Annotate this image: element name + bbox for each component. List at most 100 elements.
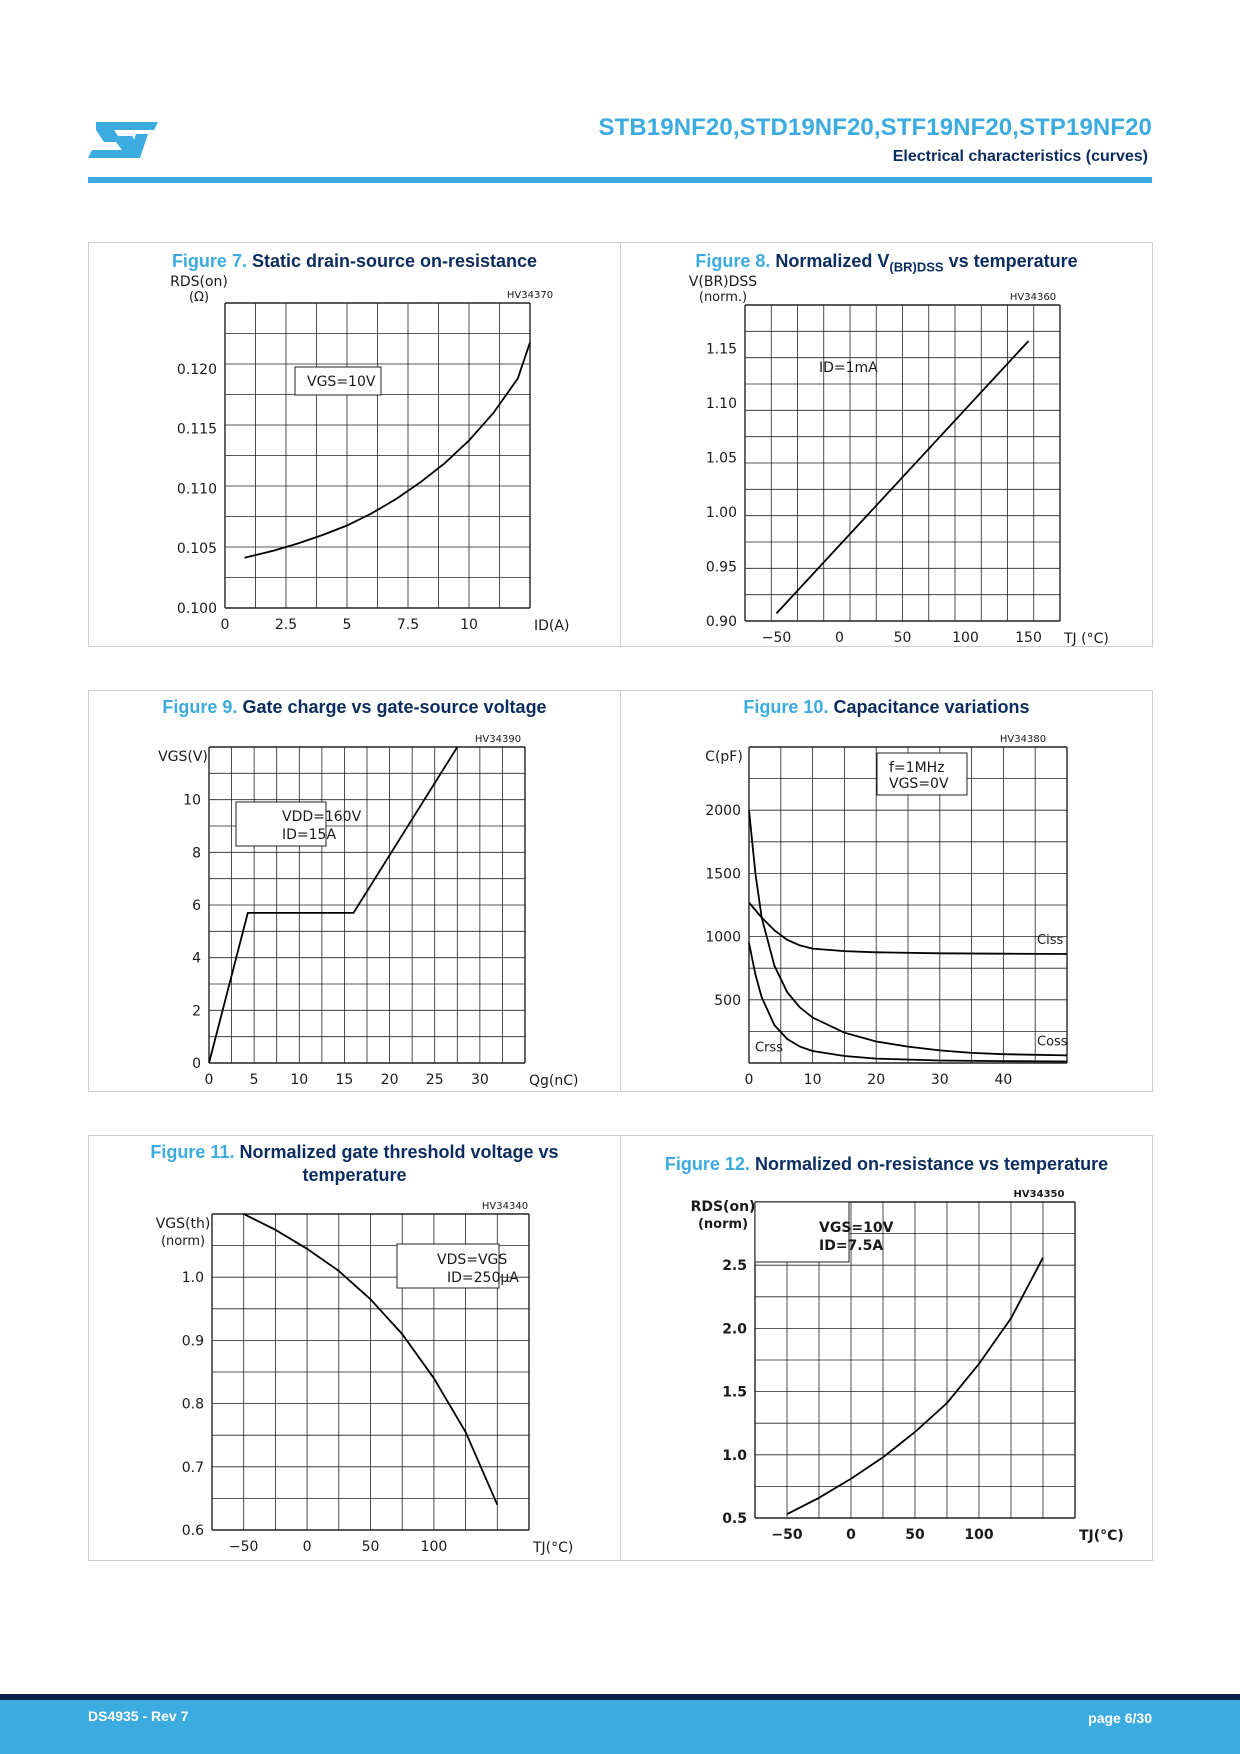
y-tick-label: 0.115 — [177, 422, 217, 438]
y-tick-label: 10 — [183, 793, 201, 809]
y-tick-label: 500 — [714, 993, 741, 1009]
y-axis-label: V(BR)DSS — [689, 274, 758, 290]
series-label: Coss — [1037, 1034, 1068, 1049]
x-tick-label: 100 — [952, 630, 979, 646]
figure-title: Static drain-source on-resistance — [251, 251, 538, 271]
y-tick-label: 0.110 — [177, 481, 217, 497]
x-tick-label: 0 — [835, 630, 844, 646]
x-tick-label: −50 — [229, 1539, 259, 1555]
figure-code: HV34360 — [1010, 292, 1056, 303]
figure-number: Figure 10. — [743, 697, 829, 717]
figure-12-panel: Figure 12. Normalized on-resistance vs t… — [620, 1135, 1153, 1561]
y-tick-label: 0.105 — [177, 541, 217, 557]
page-number: page 6/30 — [1088, 1710, 1152, 1726]
st-logo — [88, 122, 158, 158]
footer-rule — [0, 1694, 1240, 1700]
figure-7-caption: Figure 7. Static drain-source on-resista… — [89, 250, 620, 273]
figure-title-suffix: vs temperature — [943, 251, 1078, 271]
figure-number: Figure 12. — [664, 1154, 750, 1174]
y-tick-label: 0.5 — [722, 1511, 747, 1527]
y-tick-label: 0.95 — [706, 560, 737, 576]
header-rule — [88, 177, 1152, 183]
annotation-box — [396, 1243, 500, 1289]
y-axis-unit: (norm) — [698, 1217, 748, 1232]
x-tick-label: 150 — [1015, 630, 1042, 646]
y-axis-label: C(pF) — [705, 749, 743, 765]
figure-title: Normalized V — [775, 251, 890, 271]
annotation-text: VGS=10V — [307, 374, 376, 390]
figure-number: Figure 7. — [171, 251, 247, 271]
y-tick-label: 1.0 — [182, 1270, 204, 1286]
chart-fig9: 0 5 10 15 20 25 30 0 2 4 6 8 10 VGS(V) Qg(nC) HV34390 VD… — [158, 734, 578, 1089]
figure-12-caption: Figure 12. Normalized on-resistance vs t… — [621, 1153, 1152, 1176]
y-tick-label: 2 — [192, 1003, 201, 1019]
annotation-box — [294, 366, 382, 396]
x-tick-label: 50 — [362, 1539, 380, 1555]
figure-title: Normalized on-resistance vs temperature — [754, 1154, 1109, 1174]
annotation-text: f=1MHz — [889, 760, 945, 776]
figure-11-panel: Figure 11. Normalized gate threshold vol… — [88, 1135, 621, 1561]
series-label: Ciss — [1037, 933, 1063, 948]
y-tick-label: 0.90 — [706, 614, 737, 630]
chart-fig10: 0 10 20 30 40 500 1000 1500 2000 C(pF) HV34380 f=1M… — [705, 734, 1068, 1088]
series-line — [748, 810, 1068, 1057]
y-axis-label: RDS(on) — [691, 1199, 756, 1215]
figure-7-panel: Figure 7. Static drain-source on-resista… — [88, 242, 621, 647]
x-tick-label: 7.5 — [397, 617, 419, 633]
x-tick-label: 2.5 — [275, 617, 297, 633]
annotation-text: VGS=10V — [819, 1220, 894, 1236]
document-title: STB19NF20,STD19NF20,STF19NF20,STP19NF20 — [598, 114, 1152, 141]
x-tick-label: 20 — [867, 1072, 885, 1088]
figure-11-caption: Figure 11. Normalized gate threshold vol… — [89, 1141, 620, 1187]
annotation-text: VDS=VGS — [437, 1252, 507, 1268]
annotation-text: ID=15A — [282, 827, 336, 843]
x-tick-label: 0 — [205, 1072, 214, 1088]
figure-8-panel: Figure 8. Normalized V(BR)DSS vs tempera… — [620, 242, 1153, 647]
x-tick-label: 100 — [964, 1527, 993, 1543]
x-tick-label: 0 — [221, 617, 230, 633]
y-axis-unit: (norm.) — [699, 290, 747, 305]
y-tick-label: 2.5 — [722, 1258, 747, 1274]
y-tick-label: 1.00 — [706, 505, 737, 521]
y-axis-unit: (norm) — [161, 1234, 205, 1249]
figure-9-panel: Figure 9. Gate charge vs gate-source vol… — [88, 690, 621, 1092]
y-tick-label: 8 — [192, 845, 201, 861]
x-tick-label: 5 — [343, 617, 352, 633]
x-tick-label: 10 — [804, 1072, 822, 1088]
figure-code: HV34350 — [1014, 1189, 1065, 1200]
annotation-box — [876, 752, 968, 796]
figure-title-subscript: (BR)DSS — [889, 259, 944, 275]
footer-bar — [0, 1700, 1240, 1754]
section-title: Electrical characteristics (curves) — [892, 148, 1148, 165]
series-line — [208, 746, 459, 1064]
chart-fig7: 0 2.5 5 7.5 10 0.100 0.105 0.110 0.115 0.120 RDS(o… — [170, 274, 569, 634]
y-tick-label: 1000 — [705, 930, 741, 946]
x-tick-label: −50 — [762, 630, 792, 646]
annotation-text: VGS=0V — [889, 776, 949, 792]
figure-code: HV34340 — [482, 1201, 528, 1212]
x-tick-label: 30 — [471, 1072, 489, 1088]
y-tick-label: 1500 — [705, 866, 741, 882]
figure-10-panel: Figure 10. Capacitance variations 0 10 20 3… — [620, 690, 1153, 1092]
figure-number: Figure 9. — [162, 697, 238, 717]
x-tick-label: 10 — [460, 617, 478, 633]
x-axis-label: TJ(°C) — [532, 1540, 573, 1556]
figure-10-caption: Figure 10. Capacitance variations — [621, 696, 1152, 719]
y-tick-label: 1.15 — [706, 342, 737, 358]
y-tick-label: 1.10 — [706, 396, 737, 412]
y-tick-label: 0.8 — [182, 1397, 204, 1413]
x-tick-label: 50 — [905, 1527, 925, 1543]
figure-number: Figure 11. — [150, 1142, 235, 1162]
y-axis-label: VGS(V) — [158, 749, 208, 765]
y-tick-label: 0.9 — [182, 1333, 204, 1349]
x-tick-label: −50 — [771, 1527, 802, 1543]
y-axis-unit: (Ω) — [189, 290, 209, 305]
figure-9-caption: Figure 9. Gate charge vs gate-source vol… — [89, 696, 620, 719]
y-tick-label: 2000 — [705, 803, 741, 819]
x-tick-label: 10 — [290, 1072, 308, 1088]
annotation-box — [235, 801, 327, 847]
x-axis-label: TJ (°C) — [1063, 631, 1109, 646]
y-tick-label: 0.120 — [177, 362, 217, 378]
annotation-box — [754, 1201, 850, 1263]
series-line — [786, 1257, 1044, 1516]
